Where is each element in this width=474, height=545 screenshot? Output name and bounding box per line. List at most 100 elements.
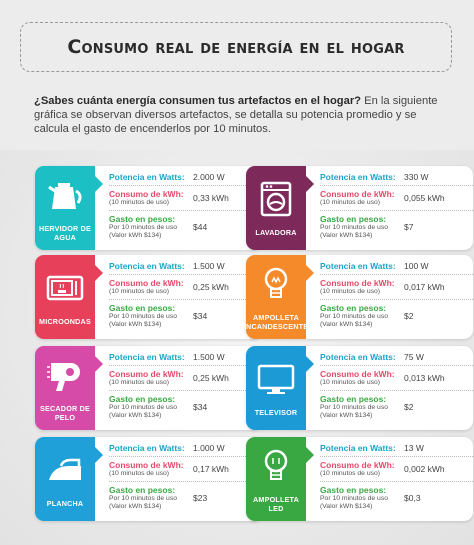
consumption-sublabel: (10 minutos de uso) (109, 288, 170, 295)
consumption-value: 0,017 kWh (404, 282, 445, 292)
cost-value: $2 (404, 311, 414, 321)
appliance-icon-panel: Lavadora (246, 166, 314, 250)
led-bulb-icon (256, 446, 296, 495)
cost-sublabel-2: (Valor kWh $134) (109, 503, 162, 510)
appliance-icon-panel: Secador de pelo (35, 346, 103, 430)
power-value: 1.500 W (193, 261, 225, 271)
panel-arrow (306, 265, 314, 281)
appliance-icon-panel: Hervidor de agua (35, 166, 103, 250)
consumption-label: Consumo de kWh: (109, 460, 184, 470)
cost-value: $0,3 (404, 493, 421, 503)
cost-sublabel-1: Por 10 minutos de uso (320, 313, 389, 320)
cost-sublabel-2: (Valor kWh $134) (320, 503, 373, 510)
consumption-label: Consumo de kWh: (109, 369, 184, 379)
panel-arrow (95, 176, 103, 192)
appliance-name: Plancha (46, 499, 84, 508)
power-value: 1.000 W (193, 443, 225, 453)
appliance-card: Secador de pelo Potencia en Watts: 1.500 W… (35, 346, 262, 430)
cost-label: Gasto en pesos: (320, 303, 387, 313)
cost-label: Gasto en pesos: (320, 485, 387, 495)
cost-sublabel-2: (Valor kWh $134) (320, 321, 373, 328)
consumption-label: Consumo de kWh: (320, 189, 395, 199)
consumption-sublabel: (10 minutos de uso) (320, 379, 381, 386)
panel-arrow (306, 176, 314, 192)
appliance-name: Ampolleta LED (253, 494, 299, 513)
consumption-sublabel: (10 minutos de uso) (109, 379, 170, 386)
hair-dryer-icon (45, 355, 85, 404)
consumption-value: 0,25 kWh (193, 282, 229, 292)
appliance-icon-panel: Ampolleta LED (246, 437, 314, 521)
appliance-name: Televisor (254, 408, 298, 417)
iron-icon (45, 450, 85, 499)
consumption-sublabel: (10 minutos de uso) (320, 470, 381, 477)
consumption-label: Consumo de kWh: (320, 278, 395, 288)
appliance-card: Televisor Potencia en Watts: 75 W Consumo d… (246, 346, 473, 430)
appliance-info: Potencia en Watts: 2.000 W Consumo de kWh:… (95, 166, 262, 250)
cost-sublabel-1: Por 10 minutos de uso (320, 404, 389, 411)
appliance-card: Microondas Potencia en Watts: 1.500 W Consu… (35, 255, 262, 339)
light-bulb-icon (256, 264, 296, 313)
appliance-name: Microondas (39, 317, 91, 326)
kettle-icon (45, 175, 85, 224)
cost-sublabel-1: Por 10 minutos de uso (320, 495, 389, 502)
cost-sublabel-2: (Valor kWh $134) (320, 232, 373, 239)
power-label: Potencia en Watts: (320, 261, 396, 271)
cost-sublabel-2: (Valor kWh $134) (109, 412, 162, 419)
appliance-card: Hervidor de agua Potencia en Watts: 2.000 … (35, 166, 262, 250)
consumption-sublabel: (10 minutos de uso) (109, 470, 170, 477)
consumption-value: 0,055 kWh (404, 193, 445, 203)
microwave-icon (45, 268, 85, 317)
intro-text: En la siguiente gráfica se observan dive… (34, 95, 438, 135)
appliance-icon-panel: Ampolleta incandescente (246, 255, 314, 339)
appliance-name: Lavadora (255, 228, 297, 237)
consumption-label: Consumo de kWh: (109, 278, 184, 288)
power-label: Potencia en Watts: (109, 172, 185, 182)
appliance-info: Potencia en Watts: 1.000 W Consumo de kWh:… (95, 437, 262, 521)
television-icon (256, 359, 296, 408)
consumption-value: 0,013 kWh (404, 373, 445, 383)
cost-sublabel-1: Por 10 minutos de uso (109, 313, 178, 320)
consumption-value: 0,002 kWh (404, 464, 445, 474)
appliance-name: Hervidor de agua (39, 223, 91, 242)
power-value: 13 W (404, 443, 424, 453)
intro-question: ¿Sabes cuánta energía consumen tus artef… (34, 95, 362, 107)
appliance-info: Potencia en Watts: 100 W Consumo de kWh: (1… (306, 255, 473, 339)
appliance-info: Potencia en Watts: 13 W Consumo de kWh: (10… (306, 437, 473, 521)
cost-value: $7 (404, 222, 414, 232)
appliance-icon-panel: Microondas (35, 255, 103, 339)
panel-arrow (306, 447, 314, 463)
cost-label: Gasto en pesos: (320, 394, 387, 404)
power-value: 330 W (404, 172, 429, 182)
appliance-card: Ampolleta incandescente Potencia en Watts… (246, 255, 473, 339)
cost-sublabel-2: (Valor kWh $134) (109, 232, 162, 239)
power-value: 100 W (404, 261, 429, 271)
power-value: 1.500 W (193, 352, 225, 362)
power-label: Potencia en Watts: (109, 261, 185, 271)
consumption-sublabel: (10 minutos de uso) (109, 199, 170, 206)
appliance-icon-panel: Televisor (246, 346, 314, 430)
cost-sublabel-1: Por 10 minutos de uso (109, 404, 178, 411)
consumption-sublabel: (10 minutos de uso) (320, 288, 381, 295)
consumption-label: Consumo de kWh: (109, 189, 184, 199)
cost-sublabel-2: (Valor kWh $134) (109, 321, 162, 328)
consumption-label: Consumo de kWh: (320, 369, 395, 379)
consumption-value: 0,17 kWh (193, 464, 229, 474)
power-label: Potencia en Watts: (320, 352, 396, 362)
cost-sublabel-1: Por 10 minutos de uso (109, 224, 178, 231)
panel-arrow (95, 265, 103, 281)
consumption-value: 0,25 kWh (193, 373, 229, 383)
title-box: Consumo real de energía en el hogar (20, 22, 452, 72)
cost-label: Gasto en pesos: (109, 303, 176, 313)
cost-sublabel-2: (Valor kWh $134) (320, 412, 373, 419)
cost-sublabel-1: Por 10 minutos de uso (320, 224, 389, 231)
appliance-info: Potencia en Watts: 1.500 W Consumo de kWh:… (95, 255, 262, 339)
power-value: 75 W (404, 352, 424, 362)
appliance-name: Ampolleta incandescente (246, 312, 309, 331)
power-label: Potencia en Watts: (109, 352, 185, 362)
cost-value: $2 (404, 402, 414, 412)
appliance-info: Potencia en Watts: 330 W Consumo de kWh: (1… (306, 166, 473, 250)
panel-arrow (95, 356, 103, 372)
cost-label: Gasto en pesos: (109, 214, 176, 224)
appliance-card: Ampolleta LED Potencia en Watts: 13 W Consu… (246, 437, 473, 521)
cost-value: $34 (193, 311, 208, 321)
